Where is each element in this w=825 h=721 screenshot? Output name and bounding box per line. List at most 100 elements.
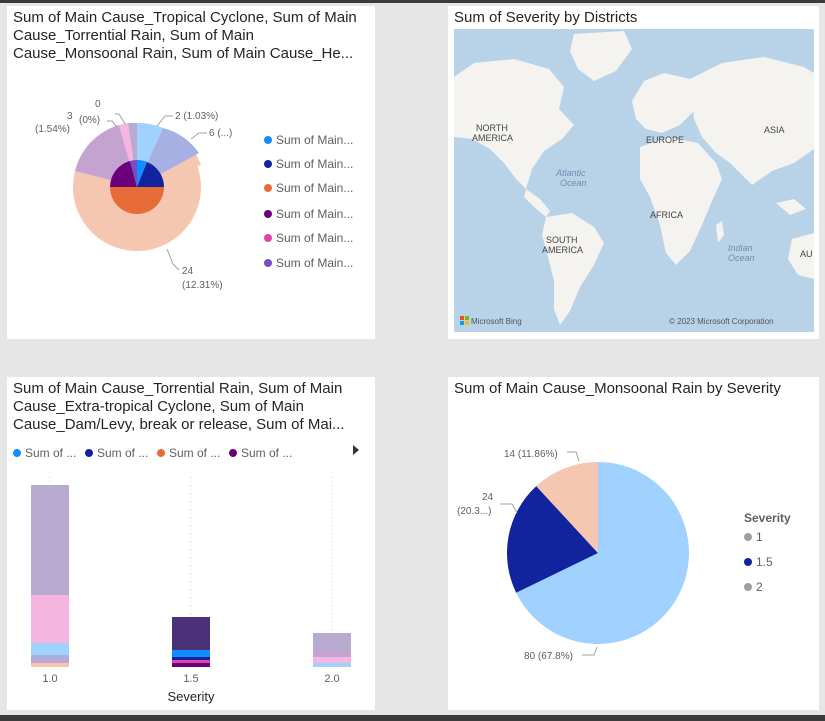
bar-segment[interactable] (313, 657, 351, 663)
legend-item[interactable]: Sum of Main... (264, 256, 353, 270)
ocean-label: Ocean (728, 253, 755, 263)
landmass (570, 31, 632, 81)
pie-slices[interactable] (507, 462, 689, 644)
legend-dot (264, 210, 272, 218)
top-bar (0, 0, 825, 3)
map-label: NORTH (476, 123, 508, 133)
bar-segment[interactable] (172, 657, 210, 660)
slice-label: 24 (482, 492, 494, 503)
data-label: 3 (67, 111, 73, 122)
landmass (524, 189, 550, 217)
legend-item[interactable]: 2 (744, 580, 763, 594)
bar-segment[interactable] (31, 655, 69, 659)
legend-item[interactable]: Sum of Main... (264, 207, 353, 221)
bar-segment[interactable] (31, 659, 69, 663)
bar-segment[interactable] (172, 617, 210, 650)
legend-dot (264, 234, 272, 242)
severity-stacked-bar-chart[interactable]: 1.0 1.5 2.0 Severity (7, 377, 375, 710)
legend-dot (264, 160, 272, 168)
bar-segment[interactable] (31, 595, 69, 643)
bar-stack-2.0[interactable] (313, 633, 351, 667)
map-copyright: © 2023 Microsoft Corporation (669, 317, 774, 326)
map-label: AMERICA (542, 245, 583, 255)
legend-item[interactable]: Sum of Main... (264, 181, 353, 195)
leader-line (190, 132, 207, 140)
pie-slice-1[interactable] (516, 462, 689, 644)
legend-item[interactable]: 1.5 (744, 555, 773, 569)
data-label: 24 (182, 266, 194, 277)
map-label: AU (800, 249, 813, 259)
tile-districts-map[interactable]: Sum of Severity by Districts NORTH AMERI… (448, 6, 819, 339)
x-axis-title: Severity (168, 689, 215, 704)
leader-line (582, 646, 598, 656)
map-label: SOUTH (546, 235, 578, 245)
landmass (788, 233, 814, 279)
legend-item[interactable]: Sum of Main... (264, 133, 353, 147)
tile-title: Sum of Severity by Districts (454, 9, 638, 26)
leader-line (567, 451, 580, 462)
slice-label: (20.3...) (457, 506, 491, 517)
bar-segment[interactable] (172, 650, 210, 657)
map-label: AMERICA (472, 133, 513, 143)
ocean-label: Ocean (560, 178, 587, 188)
monsoonal-pie-chart[interactable]: 14 (11.86%) 24 (20.3...) 80 (67.8%) (448, 377, 819, 710)
landmass (640, 137, 722, 265)
data-label: 6 (...) (209, 128, 232, 139)
bar-segment[interactable] (172, 663, 210, 667)
tile-monsoonal-pie[interactable]: Sum of Main Cause_Monsoonal Rain by Seve… (448, 377, 819, 710)
legend-item[interactable]: Sum of Main... (264, 157, 353, 171)
legend-item[interactable]: Sum of ... (85, 446, 148, 460)
ocean-label: Atlantic (555, 168, 586, 178)
inner-slice[interactable] (110, 161, 137, 187)
landmass (776, 199, 806, 215)
pie-slice-1.5[interactable] (507, 486, 598, 593)
bar-stack-1.0[interactable] (31, 485, 69, 667)
bing-brand: Microsoft Bing (471, 317, 522, 326)
legend-item[interactable]: Sum of ... (13, 446, 76, 460)
bar-segment[interactable] (313, 651, 351, 657)
inner-slice[interactable] (137, 160, 147, 187)
legend-dot (744, 533, 752, 541)
legend-item[interactable]: Sum of Main... (264, 231, 353, 245)
leader-line (166, 248, 180, 271)
inner-slice[interactable] (110, 187, 164, 214)
x-tick-label: 1.5 (183, 673, 198, 685)
tile-severity-bar[interactable]: Sum of Main Cause_Torrential Rain, Sum o… (7, 377, 375, 710)
main-cause-pie-chart[interactable]: 2 (1.03%) 6 (...) 24 (12.31%) 3 (1.54%) … (7, 6, 375, 339)
data-label: (0%) (79, 115, 100, 126)
map-label: AFRICA (650, 210, 683, 220)
landmass (542, 213, 604, 325)
slice-label: 80 (67.8%) (524, 651, 573, 662)
bar-segment[interactable] (31, 663, 69, 667)
leader-line (115, 113, 126, 125)
landmass (454, 59, 574, 189)
slice-label: 14 (11.86%) (504, 449, 558, 460)
inner-ring[interactable] (110, 160, 164, 214)
legend-item[interactable]: Sum of ... (157, 446, 220, 460)
leader-line (107, 120, 118, 128)
bar-segment[interactable] (31, 485, 69, 595)
legend-item[interactable]: Sum of ... (229, 446, 292, 460)
landmass (632, 73, 702, 133)
legend-next-arrow-icon[interactable] (353, 445, 359, 455)
bar-stack-1.5[interactable] (172, 617, 210, 667)
x-tick-label: 2.0 (324, 673, 339, 685)
pie-slice-2[interactable] (536, 462, 598, 553)
world-map[interactable]: NORTH AMERICA EUROPE ASIA AFRICA SOUTH A… (454, 29, 814, 332)
bar-segment[interactable] (313, 663, 351, 667)
legend-dot (85, 449, 93, 457)
inner-slice[interactable] (137, 162, 164, 187)
bar-segment[interactable] (31, 643, 69, 655)
landmass (690, 57, 814, 185)
data-label: (12.31%) (182, 280, 223, 291)
legend-dot (157, 449, 165, 457)
inner-slice[interactable] (130, 160, 137, 187)
map-label: EUROPE (646, 135, 684, 145)
legend-dot (264, 259, 272, 267)
bar-segment[interactable] (313, 633, 351, 651)
map-label: ASIA (764, 125, 785, 135)
legend-dot (744, 558, 752, 566)
tile-main-cause-pie[interactable]: Sum of Main Cause_Tropical Cyclone, Sum … (7, 6, 375, 339)
legend-item[interactable]: 1 (744, 530, 763, 544)
bar-segment[interactable] (172, 660, 210, 663)
